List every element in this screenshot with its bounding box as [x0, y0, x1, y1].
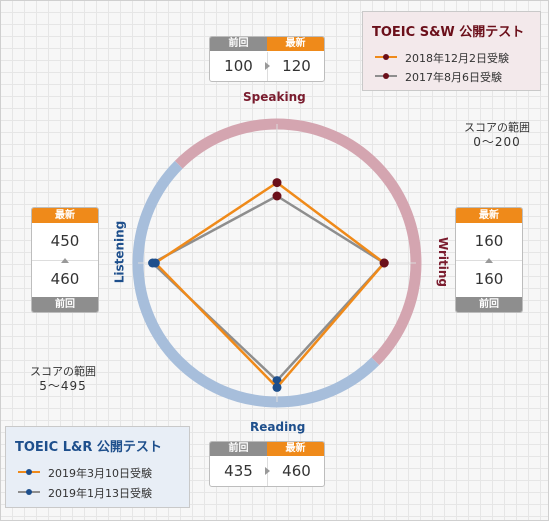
latest-header: 最新 — [32, 208, 98, 223]
axis-label-writing: Writing — [436, 236, 451, 288]
latest-point-reading — [272, 382, 282, 392]
listening-previous-score: 460 — [32, 260, 98, 298]
reading-score-box: 前回 最新 435 460 — [209, 441, 325, 487]
previous-header: 前回 — [210, 442, 267, 456]
lr-score-ring — [132, 160, 380, 408]
sw-range-label: スコアの範囲 — [464, 121, 530, 134]
previous-point-speaking — [272, 191, 282, 201]
lr-legend: TOEIC L&R 公開テスト 2019年3月10日受験 2019年1月13日受… — [5, 426, 190, 508]
latest-header: 最新 — [267, 37, 324, 51]
marker-dot — [26, 469, 32, 475]
speaking-score-box: 前回 最新 100 120 — [209, 36, 325, 82]
sw-legend: TOEIC S&W 公開テスト 2018年12月2日受験 2017年8月6日受験 — [362, 11, 541, 91]
lr-legend-label-previous: 2019年1月13日受験 — [48, 487, 152, 500]
sw-score-range: スコアの範囲 0～200 — [452, 121, 542, 149]
arrow-right-icon — [265, 467, 270, 475]
speaking-latest-score: 120 — [267, 52, 324, 81]
axis-label-speaking: Speaking — [243, 90, 306, 104]
reading-previous-score: 435 — [224, 462, 253, 480]
latest-point-listening — [150, 258, 160, 268]
writing-previous-score: 160 — [456, 260, 522, 298]
previous-point-reading — [272, 376, 282, 386]
latest-header: 最新 — [267, 442, 324, 456]
arrow-up-icon — [485, 258, 493, 263]
listening-latest-score: 450 — [50, 232, 80, 250]
lr-legend-label-latest: 2019年3月10日受験 — [48, 467, 152, 480]
latest-point-writing — [379, 258, 389, 268]
lr-range-label: スコアの範囲 — [30, 365, 96, 378]
reading-latest-score: 460 — [267, 457, 324, 486]
writing-latest-score: 160 — [474, 232, 504, 250]
previous-series-line — [150, 194, 387, 383]
sw-legend-title: TOEIC S&W 公開テスト — [372, 25, 525, 40]
speaking-previous-score: 100 — [224, 57, 253, 75]
sw-range-value: 0～200 — [473, 135, 521, 149]
arrow-right-icon — [265, 62, 270, 70]
lr-legend-title: TOEIC L&R 公開テスト — [15, 440, 162, 455]
previous-header: 前回 — [32, 297, 98, 312]
lr-range-value: 5～495 — [39, 379, 87, 393]
sw-legend-label-previous: 2017年8月6日受験 — [405, 71, 502, 84]
sw-score-ring — [174, 118, 422, 366]
marker-dot — [26, 489, 32, 495]
axis-label-listening: Listening — [112, 220, 127, 284]
latest-point-speaking — [272, 178, 282, 188]
previous-header: 前回 — [210, 37, 267, 51]
previous-header: 前回 — [456, 297, 522, 312]
sw-legend-label-latest: 2018年12月2日受験 — [405, 52, 509, 65]
latest-series-line — [153, 181, 387, 390]
lr-score-range: スコアの範囲 5～495 — [18, 365, 108, 393]
writing-score-box: 最新 160 160 前回 — [455, 207, 523, 313]
listening-score-box: 最新 450 460 前回 — [31, 207, 99, 313]
marker-dot — [383, 73, 389, 79]
axis-label-reading: Reading — [250, 420, 306, 434]
arrow-up-icon — [61, 258, 69, 263]
latest-header: 最新 — [456, 208, 522, 223]
marker-dot — [383, 54, 389, 60]
